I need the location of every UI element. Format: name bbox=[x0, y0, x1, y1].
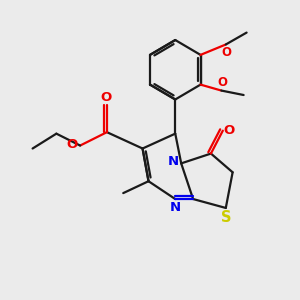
Text: O: O bbox=[221, 46, 231, 59]
Text: N: N bbox=[167, 155, 178, 168]
Text: N: N bbox=[169, 202, 181, 214]
Text: O: O bbox=[224, 124, 235, 136]
Text: O: O bbox=[66, 138, 77, 152]
Text: O: O bbox=[217, 76, 227, 89]
Text: S: S bbox=[221, 210, 232, 225]
Text: O: O bbox=[101, 92, 112, 104]
